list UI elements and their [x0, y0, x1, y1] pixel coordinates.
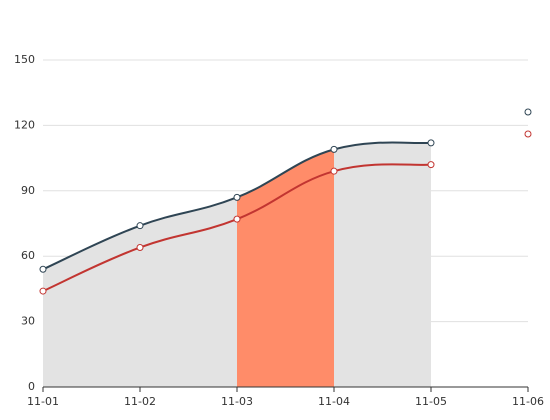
y-tick-label: 90 — [21, 184, 35, 197]
x-tick-label: 11-05 — [415, 395, 447, 408]
legend-marker — [524, 130, 532, 138]
x-tick-label: 11-06 — [512, 395, 544, 408]
point — [427, 139, 435, 147]
x-tick-label: 11-03 — [221, 395, 253, 408]
legend-marker — [524, 108, 532, 116]
point — [233, 215, 241, 223]
x-tick-label: 11-02 — [124, 395, 156, 408]
point — [427, 161, 435, 169]
highlight-area — [237, 149, 334, 387]
y-tick-label: 120 — [14, 118, 35, 131]
x-tick-label: 11-04 — [318, 395, 350, 408]
x-tick-label: 11-01 — [27, 395, 59, 408]
y-tick-label: 60 — [21, 249, 35, 262]
point — [39, 287, 47, 295]
point — [330, 167, 338, 175]
point — [330, 145, 338, 153]
y-tick-label: 30 — [21, 315, 35, 328]
y-tick-label: 150 — [14, 53, 35, 66]
y-tick-label: 0 — [28, 380, 35, 393]
point — [39, 265, 47, 273]
point — [136, 222, 144, 230]
point — [136, 243, 144, 251]
point — [233, 193, 241, 201]
